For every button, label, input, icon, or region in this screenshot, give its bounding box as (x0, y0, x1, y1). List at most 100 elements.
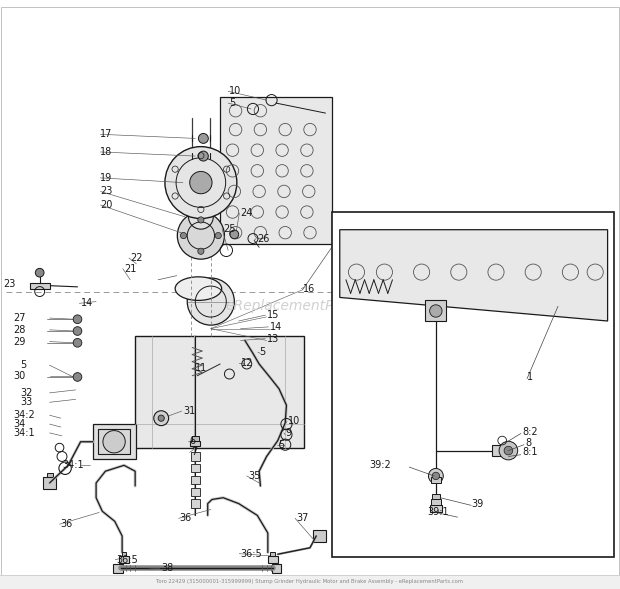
Polygon shape (191, 452, 200, 461)
Text: 12: 12 (241, 359, 253, 368)
Polygon shape (270, 552, 275, 556)
Circle shape (190, 171, 212, 194)
Text: 38: 38 (161, 564, 174, 573)
Polygon shape (191, 499, 200, 508)
Circle shape (73, 327, 82, 335)
Polygon shape (113, 564, 123, 573)
Circle shape (158, 415, 164, 421)
Text: 34: 34 (14, 419, 26, 429)
Circle shape (187, 278, 234, 325)
Polygon shape (340, 230, 608, 321)
Circle shape (35, 269, 44, 277)
Circle shape (230, 230, 239, 239)
Text: 37: 37 (296, 514, 309, 523)
Polygon shape (492, 445, 508, 456)
Polygon shape (93, 424, 136, 459)
Polygon shape (425, 300, 446, 321)
Polygon shape (220, 97, 332, 244)
Text: 34:2: 34:2 (14, 411, 35, 420)
Polygon shape (119, 556, 129, 563)
Text: 10: 10 (288, 416, 301, 426)
Polygon shape (313, 530, 326, 542)
Polygon shape (191, 464, 200, 472)
Text: 8:2: 8:2 (522, 428, 538, 437)
Circle shape (215, 233, 221, 239)
Circle shape (430, 305, 442, 317)
Text: 39:1: 39:1 (428, 508, 450, 517)
Text: 5: 5 (20, 360, 26, 370)
Circle shape (198, 217, 204, 223)
Text: 18: 18 (100, 147, 113, 157)
Text: 36:5: 36:5 (241, 549, 262, 558)
Text: 35: 35 (248, 471, 260, 481)
Text: 22: 22 (130, 253, 143, 263)
Text: 8:1: 8:1 (522, 448, 538, 457)
Text: 14: 14 (270, 322, 282, 332)
Circle shape (177, 212, 224, 259)
Text: 24: 24 (241, 209, 253, 218)
Text: 9: 9 (285, 428, 291, 438)
Polygon shape (190, 441, 200, 446)
Circle shape (73, 373, 82, 381)
Text: 25: 25 (223, 224, 236, 233)
Text: Toro 22429 (315000001-315999999) Stump Grinder Hydraulic Motor and Brake Assembl: Toro 22429 (315000001-315999999) Stump G… (156, 580, 464, 584)
Text: 39:2: 39:2 (369, 461, 391, 470)
Text: 20: 20 (100, 200, 113, 210)
Text: 1: 1 (527, 372, 533, 382)
Text: 8: 8 (526, 438, 532, 448)
Text: 19: 19 (100, 173, 113, 183)
Text: 15: 15 (267, 310, 279, 320)
Ellipse shape (175, 277, 222, 300)
Circle shape (499, 441, 518, 460)
Polygon shape (135, 336, 304, 448)
Polygon shape (192, 436, 199, 441)
Text: 36:5: 36:5 (117, 555, 138, 564)
Text: 5: 5 (278, 440, 284, 449)
Text: 7: 7 (191, 448, 197, 457)
Text: 13: 13 (267, 334, 279, 343)
Text: 34:1: 34:1 (62, 461, 84, 470)
Text: 23: 23 (3, 279, 16, 289)
Circle shape (198, 248, 204, 254)
Text: 31: 31 (183, 406, 195, 416)
Text: 33: 33 (20, 398, 32, 407)
Polygon shape (98, 429, 130, 454)
Circle shape (103, 431, 125, 453)
Circle shape (154, 411, 169, 426)
Polygon shape (122, 552, 126, 556)
Polygon shape (268, 556, 278, 563)
Polygon shape (191, 476, 200, 484)
Circle shape (198, 151, 208, 161)
Circle shape (188, 204, 213, 229)
Text: 16: 16 (303, 284, 315, 293)
Circle shape (198, 134, 208, 143)
Circle shape (180, 233, 187, 239)
Text: 32: 32 (20, 388, 32, 398)
Text: 28: 28 (14, 325, 26, 335)
Bar (332, 212, 614, 557)
Circle shape (73, 315, 82, 323)
Polygon shape (272, 564, 281, 573)
Text: 39: 39 (471, 499, 484, 508)
Polygon shape (431, 499, 441, 505)
Text: 36: 36 (61, 519, 73, 529)
Text: 5: 5 (229, 98, 236, 108)
Polygon shape (43, 477, 56, 489)
Bar (0, 575, 620, 589)
Text: 17: 17 (100, 130, 113, 139)
Text: 11: 11 (195, 363, 208, 373)
Text: 36: 36 (180, 514, 192, 523)
Text: 27: 27 (14, 313, 26, 323)
Polygon shape (191, 488, 200, 496)
Circle shape (428, 468, 443, 484)
Text: 10: 10 (229, 87, 242, 96)
Text: 14: 14 (81, 299, 93, 308)
Circle shape (504, 446, 513, 455)
Text: 29: 29 (14, 337, 26, 346)
Circle shape (432, 472, 440, 479)
Text: eReplacementParts.com: eReplacementParts.com (225, 299, 395, 313)
Polygon shape (431, 477, 441, 483)
Circle shape (165, 147, 237, 219)
Text: 6: 6 (189, 436, 195, 445)
Text: 26: 26 (257, 234, 270, 243)
